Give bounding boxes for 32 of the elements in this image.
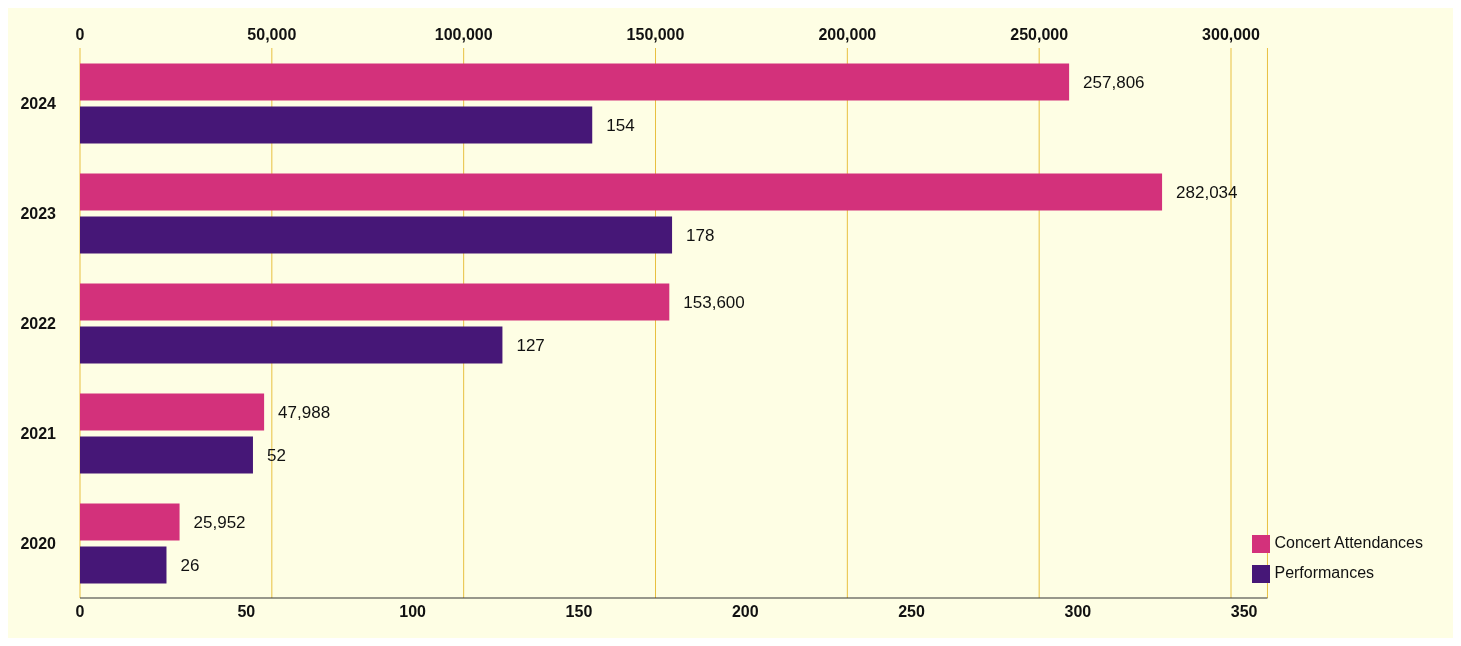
x2-tick-label: 250,000 (1010, 26, 1069, 43)
data-label: 127 (516, 335, 545, 355)
data-label: 153,600 (683, 292, 745, 312)
legend-label: Concert Attendances (1274, 534, 1423, 551)
data-label: 25,952 (193, 512, 246, 532)
data-label: 282,034 (1176, 182, 1238, 202)
data-label: 26 (180, 555, 200, 575)
y-tick-label: 2024 (20, 94, 57, 112)
data-label: 47,988 (278, 402, 331, 422)
data-label: 154 (606, 115, 635, 135)
x2-tick-label: 300,000 (1202, 26, 1261, 43)
x-tick-label: 350 (1230, 603, 1258, 621)
x-tick-label: 200 (731, 603, 759, 621)
y-tick-label: 2020 (20, 534, 57, 552)
x2-tick-label: 0 (75, 26, 85, 43)
y-tick-label: 2021 (20, 424, 57, 442)
data-label: 52 (266, 445, 286, 465)
x-tick-label: 300 (1064, 603, 1092, 621)
x-tick-label: 100 (399, 603, 427, 621)
y-tick-label: 2023 (20, 204, 57, 222)
x-tick-label: 250 (898, 603, 925, 621)
x2-tick-label: 150,000 (626, 26, 685, 43)
legend-label: Performances (1274, 564, 1375, 581)
x-tick-label: 0 (75, 603, 85, 621)
data-label: 178 (686, 225, 715, 245)
x2-tick-label: 50,000 (247, 26, 297, 43)
x2-tick-label: 100,000 (434, 26, 493, 43)
x-tick-label: 50 (237, 603, 256, 621)
x2-tick-label: 200,000 (818, 26, 877, 43)
data-label: 257,806 (1083, 72, 1145, 92)
x-tick-label: 150 (565, 603, 593, 621)
y-tick-label: 2022 (20, 314, 57, 332)
